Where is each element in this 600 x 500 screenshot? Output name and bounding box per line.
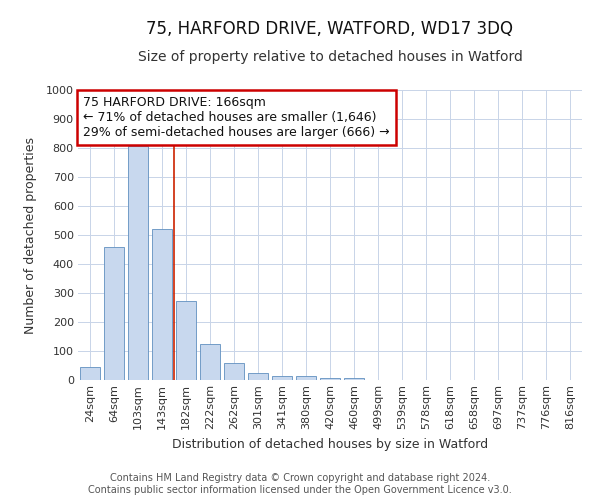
Bar <box>320 378 340 380</box>
X-axis label: Distribution of detached houses by size in Watford: Distribution of detached houses by size … <box>172 438 488 450</box>
Y-axis label: Number of detached properties: Number of detached properties <box>25 136 37 334</box>
Bar <box>80 367 100 380</box>
Bar <box>248 373 268 380</box>
Bar <box>224 364 244 380</box>
Text: Size of property relative to detached houses in Watford: Size of property relative to detached ho… <box>137 50 523 64</box>
Bar <box>176 301 196 380</box>
Text: 75, HARFORD DRIVE, WATFORD, WD17 3DQ: 75, HARFORD DRIVE, WATFORD, WD17 3DQ <box>146 20 514 38</box>
Text: 75 HARFORD DRIVE: 166sqm
← 71% of detached houses are smaller (1,646)
29% of sem: 75 HARFORD DRIVE: 166sqm ← 71% of detach… <box>83 96 389 139</box>
Bar <box>128 146 148 380</box>
Text: Contains HM Land Registry data © Crown copyright and database right 2024.
Contai: Contains HM Land Registry data © Crown c… <box>88 474 512 495</box>
Bar <box>200 344 220 380</box>
Bar <box>152 228 172 380</box>
Bar <box>104 246 124 380</box>
Bar <box>272 376 292 380</box>
Bar <box>296 376 316 380</box>
Bar <box>344 378 364 380</box>
